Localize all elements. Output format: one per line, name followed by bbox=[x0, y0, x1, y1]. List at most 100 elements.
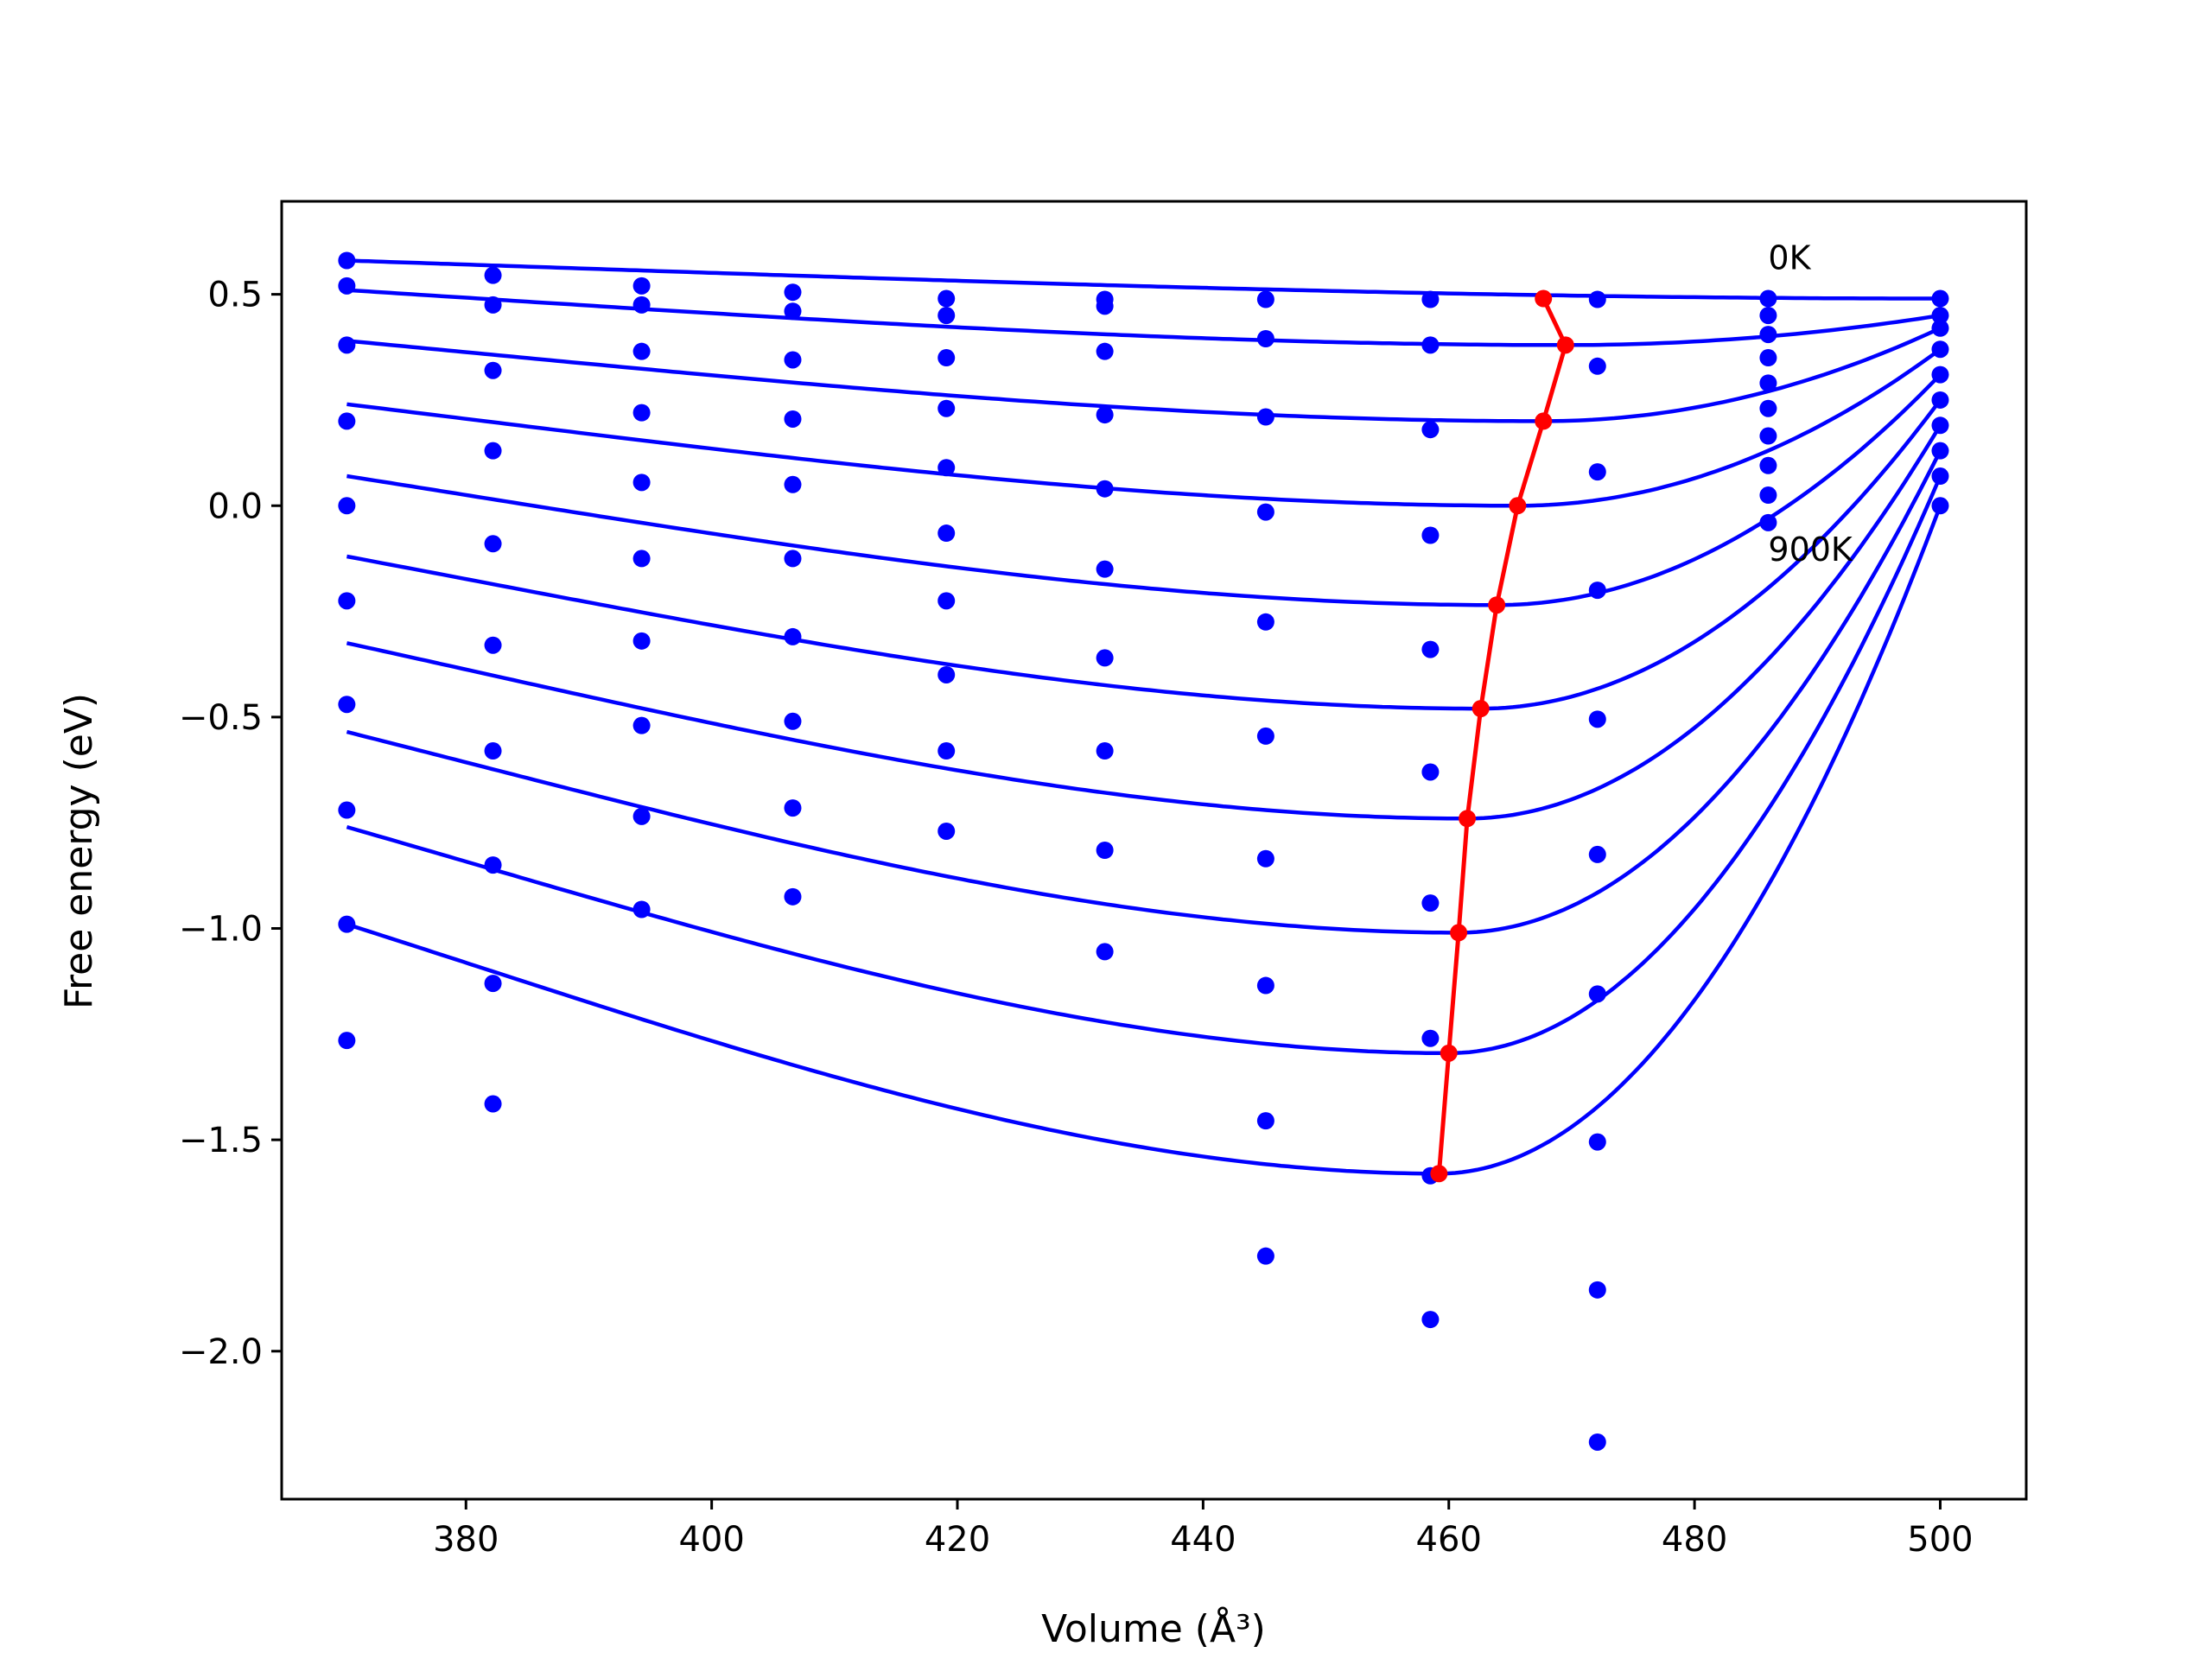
x-axis-title: Volume (Å³) bbox=[1041, 1605, 1266, 1651]
data-point bbox=[1588, 1433, 1606, 1451]
data-point bbox=[784, 475, 802, 493]
data-point bbox=[1759, 456, 1777, 474]
data-point bbox=[632, 474, 651, 492]
data-point bbox=[1931, 416, 1949, 435]
fit-curve bbox=[346, 505, 1942, 1176]
x-tick-label: 480 bbox=[1662, 1520, 1727, 1560]
data-point bbox=[632, 900, 651, 918]
temperature-label: 900K bbox=[1768, 531, 1853, 569]
data-point bbox=[1931, 340, 1949, 359]
minimum-point bbox=[1440, 1044, 1458, 1062]
minimum-point bbox=[1556, 336, 1574, 354]
data-point bbox=[338, 1032, 356, 1050]
data-point bbox=[1256, 613, 1274, 631]
data-point bbox=[1421, 1029, 1440, 1047]
fit-curve bbox=[346, 449, 1942, 935]
data-point bbox=[484, 266, 502, 284]
data-point bbox=[1256, 727, 1274, 745]
data-points bbox=[338, 251, 1949, 1451]
data-point bbox=[1588, 357, 1606, 375]
data-point bbox=[632, 276, 651, 295]
data-point bbox=[784, 351, 802, 369]
minimum-point bbox=[1535, 289, 1553, 308]
data-point bbox=[1759, 326, 1777, 344]
annotations: 0K 900K bbox=[1768, 238, 1853, 569]
data-point bbox=[484, 296, 502, 314]
y-tick-label: −1.0 bbox=[179, 910, 263, 950]
data-point bbox=[338, 412, 356, 430]
data-point bbox=[338, 497, 356, 515]
data-point bbox=[632, 632, 651, 650]
data-point bbox=[784, 550, 802, 568]
fit-curve bbox=[346, 424, 1942, 821]
y-axis-title: Free energy (eV) bbox=[57, 693, 101, 1009]
data-point bbox=[1588, 290, 1606, 308]
data-point bbox=[1096, 480, 1114, 498]
data-point bbox=[1931, 467, 1949, 486]
data-point bbox=[338, 251, 356, 270]
minimum-point bbox=[1509, 497, 1527, 515]
data-point bbox=[1759, 349, 1777, 367]
data-point bbox=[1931, 307, 1949, 325]
data-point bbox=[938, 665, 956, 683]
temperature-label: 0K bbox=[1768, 238, 1811, 276]
data-point bbox=[1759, 289, 1777, 308]
data-point bbox=[938, 592, 956, 610]
minimum-point bbox=[1459, 810, 1477, 828]
data-point bbox=[1588, 710, 1606, 728]
fit-curve bbox=[346, 373, 1942, 607]
data-point bbox=[938, 289, 956, 308]
data-point bbox=[1931, 365, 1949, 384]
data-point bbox=[1421, 336, 1440, 354]
data-point bbox=[784, 283, 802, 302]
data-point bbox=[1096, 649, 1114, 667]
data-point bbox=[632, 342, 651, 360]
data-point bbox=[784, 410, 802, 428]
data-point bbox=[938, 742, 956, 760]
data-point bbox=[1421, 894, 1440, 912]
y-tick-label: −0.5 bbox=[179, 698, 263, 738]
data-point bbox=[1931, 319, 1949, 337]
minimum-point bbox=[1430, 1165, 1448, 1183]
x-tick-label: 420 bbox=[925, 1520, 990, 1560]
data-point bbox=[938, 349, 956, 367]
x-tick-label: 500 bbox=[1907, 1520, 1973, 1560]
minimum-point bbox=[1535, 412, 1553, 430]
data-point bbox=[938, 399, 956, 417]
data-point bbox=[784, 799, 802, 817]
data-point bbox=[1588, 1133, 1606, 1151]
data-point bbox=[632, 716, 651, 734]
data-point bbox=[1759, 307, 1777, 325]
data-point bbox=[784, 627, 802, 645]
minimum-point bbox=[1488, 596, 1506, 614]
data-point bbox=[784, 887, 802, 906]
data-point bbox=[1421, 1311, 1440, 1329]
minimum-point bbox=[1450, 924, 1468, 942]
data-point bbox=[1588, 463, 1606, 481]
data-point bbox=[1759, 427, 1777, 445]
data-point bbox=[1096, 406, 1114, 424]
y-tick-label: 0.0 bbox=[207, 486, 263, 526]
data-point bbox=[484, 442, 502, 460]
data-point bbox=[1256, 290, 1274, 308]
data-point bbox=[484, 636, 502, 654]
data-point bbox=[484, 361, 502, 379]
x-tick-label: 460 bbox=[1416, 1520, 1482, 1560]
minima-path bbox=[1430, 289, 1574, 1183]
y-tick-label: −1.5 bbox=[179, 1121, 263, 1160]
data-point bbox=[1256, 1112, 1274, 1130]
plot-frame bbox=[280, 200, 2028, 1501]
data-point bbox=[1759, 374, 1777, 392]
data-point bbox=[938, 307, 956, 325]
data-point bbox=[1588, 845, 1606, 863]
data-point bbox=[1096, 297, 1114, 315]
data-point bbox=[1931, 289, 1949, 308]
data-point bbox=[1759, 399, 1777, 417]
data-point bbox=[1256, 976, 1274, 995]
data-point bbox=[1096, 842, 1114, 859]
data-point bbox=[632, 404, 651, 422]
data-point bbox=[338, 592, 356, 610]
data-point bbox=[338, 336, 356, 354]
data-point bbox=[484, 856, 502, 874]
